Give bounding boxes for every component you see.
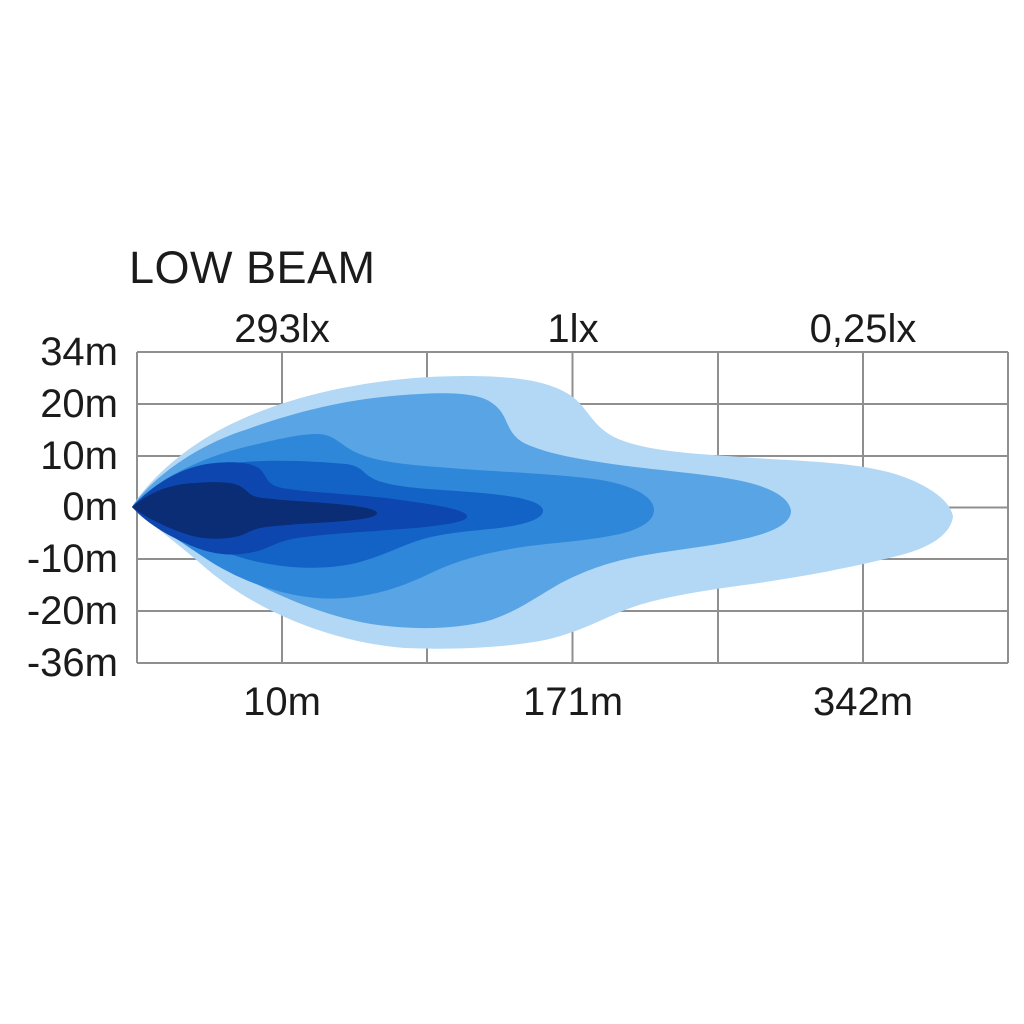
page-title: LOW BEAM: [129, 242, 376, 293]
top-axis-tick-293lx: 293lx: [234, 307, 330, 351]
y-axis-tick-10m: 10m: [40, 434, 118, 478]
y-axis-tick-0m: 0m: [62, 485, 118, 529]
top-axis-tick-1lx: 1lx: [547, 307, 599, 351]
x-axis-tick-10m: 10m: [243, 680, 321, 724]
isolux-contours: [132, 376, 953, 649]
y-axis-tick-20m: 20m: [40, 382, 118, 426]
y-axis-tick-m10m: -10m: [26, 537, 118, 581]
x-axis-tick-342m: 342m: [812, 680, 914, 724]
isolux-contour-hotspot: [132, 482, 377, 539]
top-axis-tick-025lx: 0,25lx: [809, 307, 917, 351]
x-axis-tick-171m: 171m: [522, 680, 624, 724]
y-axis-tick-m36m: -36m: [26, 641, 118, 685]
y-axis-tick-m20m: -20m: [26, 589, 118, 633]
y-axis-tick-34m: 34m: [40, 330, 118, 374]
